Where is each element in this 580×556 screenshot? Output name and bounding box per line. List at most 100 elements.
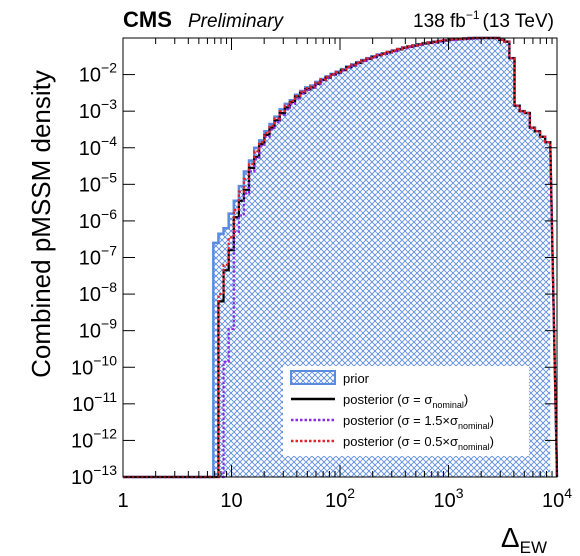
y-tick-label: 10−9 (79, 316, 117, 343)
prior-bin (432, 41, 438, 478)
prior-bin (494, 38, 500, 477)
prior-bin (488, 38, 495, 477)
prior-bin (545, 142, 551, 477)
prior-bin (366, 58, 372, 477)
legend-label: posterior (σ = 1.5×σnominal) (343, 413, 494, 431)
legend-entry-posterior_1p5: posterior (σ = 1.5×σnominal) (291, 413, 494, 431)
prior-bin (218, 233, 224, 477)
y-tick-label: 10−6 (79, 206, 117, 233)
prior-bin (397, 48, 403, 477)
prior-bin (315, 81, 321, 478)
prior-bin (427, 42, 433, 477)
series-line-posterior_0p5 (123, 36, 559, 479)
prior-bin (300, 91, 306, 477)
y-axis-label: Combined pMSSM density (26, 70, 56, 378)
prior-bin (213, 242, 219, 477)
prior-bin (310, 85, 316, 477)
prior-bin (223, 228, 229, 477)
prior-bin (483, 38, 489, 477)
prior-bin (269, 123, 275, 478)
prior-bin (417, 44, 423, 477)
legend-entry-posterior_0p5: posterior (σ = 0.5×σnominal) (291, 434, 494, 452)
legend-entry-posterior: posterior (σ = σnominal) (291, 392, 468, 410)
y-tick-label: 10−13 (71, 462, 117, 489)
energy-label: (13 TeV) (483, 11, 554, 32)
legend-entry-prior: prior (290, 370, 370, 386)
prior-bin (437, 40, 444, 477)
prior-bin (305, 87, 311, 477)
prior-bin (351, 64, 357, 477)
y-tick-label: 10−2 (79, 60, 117, 87)
prior-bin (499, 39, 505, 478)
prior-bin (335, 71, 341, 477)
prior-bin (402, 47, 408, 478)
y-tick-label: 10−8 (79, 279, 117, 306)
lumi-exponent: −1 (466, 8, 480, 22)
prior-bin (458, 38, 464, 478)
prior-bin (504, 41, 510, 478)
prior-bin (238, 186, 244, 477)
prior-bin (284, 103, 290, 477)
y-tick-label: 10−4 (79, 133, 117, 160)
prior-bin (243, 171, 250, 477)
x-tick-label: 10 (220, 490, 242, 512)
prior-bin (289, 100, 296, 478)
prior-bin (376, 54, 382, 478)
prior-bin (259, 140, 265, 477)
x-axis-symbol: Δ (501, 522, 520, 553)
y-tick-label: 10−3 (79, 96, 117, 123)
legend-label: prior (343, 371, 370, 386)
prior-bin (514, 105, 520, 477)
y-tick-label: 10−12 (71, 425, 117, 452)
prior-bin (254, 147, 260, 477)
prior-bin (422, 43, 428, 477)
lumi-label: 138 fb−1 (13 TeV) (413, 8, 554, 32)
legend: prior posterior (σ = σnominal) posterior (… (283, 366, 529, 456)
prior-bin (295, 94, 301, 478)
prior-bin (233, 200, 239, 477)
prior-bin (279, 109, 285, 478)
prior-bin (412, 45, 418, 478)
x-tick-label: 104 (542, 485, 572, 512)
prior-bin (540, 136, 546, 477)
prior-bin (468, 38, 474, 477)
prior-bin (463, 38, 469, 477)
axes: 1 10 102 103 104 10−2 10−3 10−4 10−5 10−6 10−7 10−8… (71, 37, 572, 512)
y-tick-label: 10−7 (79, 243, 117, 270)
prior-bin (453, 39, 459, 477)
prior-bin (320, 78, 326, 478)
prior-bin (519, 111, 525, 478)
prior-bin (509, 58, 515, 477)
prior-bin (249, 160, 255, 477)
x-tick-label: 1 (117, 490, 128, 512)
prior-bin (407, 46, 413, 478)
x-tick-label: 102 (325, 485, 355, 512)
prior-bin (264, 131, 270, 477)
prior-bin (325, 76, 331, 477)
prior-bin (371, 56, 377, 478)
prior-bin (346, 66, 352, 477)
series-posterior_0p5 (123, 36, 559, 479)
header: CMS Preliminary 138 fb−1 (13 TeV) (123, 7, 554, 32)
y-tick-label: 10−10 (71, 352, 117, 379)
prior-bin (330, 73, 336, 477)
prior-bin (529, 127, 535, 478)
prior-bin (473, 38, 479, 477)
legend-label: posterior (σ = 0.5×σnominal) (343, 434, 494, 452)
prior-bin (478, 38, 484, 477)
y-axis-title: Combined pMSSM density (26, 70, 56, 378)
prior-bin (356, 62, 362, 478)
lumi-value: 138 fb (413, 11, 466, 32)
experiment-label: CMS (123, 7, 172, 32)
status-label: Preliminary (188, 11, 285, 32)
prior-bin (381, 53, 387, 478)
legend-swatch (290, 370, 336, 385)
x-axis-subscript: EW (520, 538, 547, 556)
prior-bin (361, 59, 367, 477)
prior-bin (524, 112, 530, 477)
prior-bin (534, 131, 541, 477)
y-tick-label: 10−5 (79, 169, 117, 196)
y-tick-label: 10−11 (72, 389, 117, 416)
x-axis-title: ΔEW (501, 522, 547, 556)
prior-bin (386, 51, 392, 477)
